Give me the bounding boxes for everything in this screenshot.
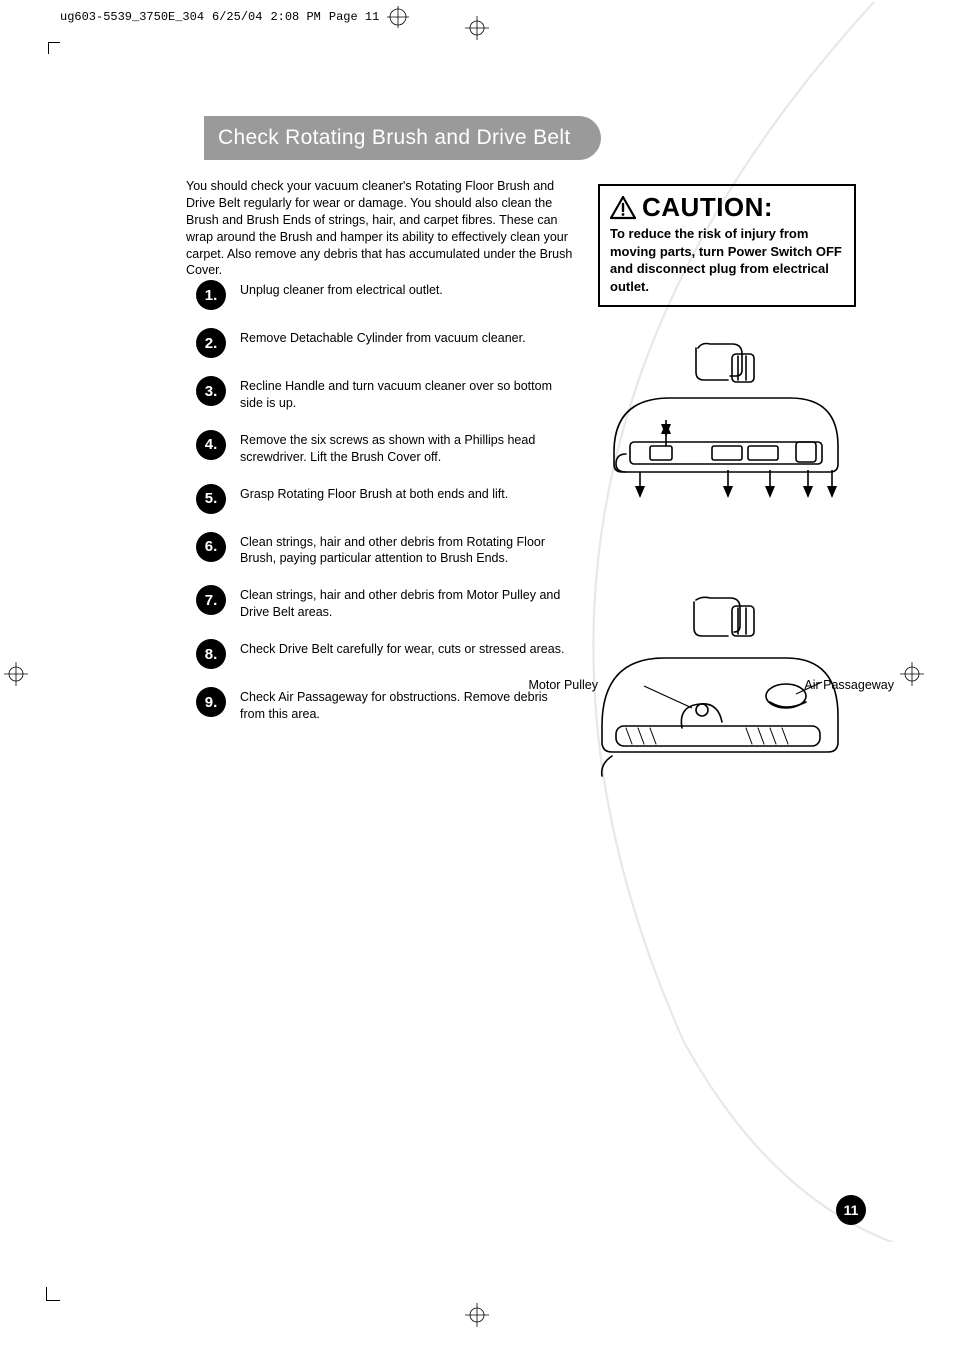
step-number-badge: 6. — [196, 532, 226, 562]
page-content: Check Rotating Brush and Drive Belt You … — [48, 42, 894, 1277]
registration-mark-left-icon — [4, 662, 28, 686]
step-number-badge: 1. — [196, 280, 226, 310]
step-text: Remove Detachable Cylinder from vacuum c… — [240, 328, 526, 347]
step-text: Check Drive Belt carefully for wear, cut… — [240, 639, 564, 658]
step-number-badge: 5. — [196, 484, 226, 514]
step-text: Grasp Rotating Floor Brush at both ends … — [240, 484, 508, 503]
caution-box: CAUTION: To reduce the risk of injury fr… — [598, 184, 856, 307]
page-number-badge: 11 — [836, 1195, 866, 1225]
step-number-badge: 4. — [196, 430, 226, 460]
step-number-badge: 3. — [196, 376, 226, 406]
print-header: ug603-5539_3750E_304 6/25/04 2:08 PM Pag… — [60, 6, 409, 28]
step-text: Clean strings, hair and other debris fro… — [240, 532, 576, 568]
section-title: Check Rotating Brush and Drive Belt — [204, 116, 601, 160]
step-item: 9. Check Air Passageway for obstructions… — [196, 687, 576, 723]
step-item: 8. Check Drive Belt carefully for wear, … — [196, 639, 576, 669]
step-number-badge: 8. — [196, 639, 226, 669]
diagram-label-motor-pulley: Motor Pulley — [529, 678, 598, 692]
step-item: 3. Recline Handle and turn vacuum cleane… — [196, 376, 576, 412]
step-item: 5. Grasp Rotating Floor Brush at both en… — [196, 484, 576, 514]
step-item: 2. Remove Detachable Cylinder from vacuu… — [196, 328, 576, 358]
registration-mark-bottom-icon — [465, 1303, 489, 1327]
trim-mark-bl-icon — [46, 1287, 60, 1301]
caution-title: CAUTION: — [642, 192, 773, 223]
caution-header: CAUTION: — [610, 192, 844, 223]
diagram-screws-icon — [600, 342, 852, 508]
step-number-badge: 2. — [196, 328, 226, 358]
diagram-label-air-passageway: Air Passageway — [804, 678, 894, 692]
step-number-badge: 9. — [196, 687, 226, 717]
warning-triangle-icon — [610, 196, 636, 220]
registration-mark-header-icon — [387, 6, 409, 28]
step-item: 1. Unplug cleaner from electrical outlet… — [196, 280, 576, 310]
registration-mark-right-icon — [900, 662, 924, 686]
steps-list: 1. Unplug cleaner from electrical outlet… — [196, 280, 576, 741]
print-date: 6/25/04 — [212, 10, 262, 24]
print-time: 2:08 PM — [270, 10, 320, 24]
step-text: Unplug cleaner from electrical outlet. — [240, 280, 443, 299]
print-file: ug603-5539_3750E_304 — [60, 10, 204, 24]
step-item: 6. Clean strings, hair and other debris … — [196, 532, 576, 568]
step-number-badge: 7. — [196, 585, 226, 615]
step-text: Check Air Passageway for obstructions. R… — [240, 687, 576, 723]
step-text: Remove the six screws as shown with a Ph… — [240, 430, 576, 466]
step-item: 7. Clean strings, hair and other debris … — [196, 585, 576, 621]
step-item: 4. Remove the six screws as shown with a… — [196, 430, 576, 466]
step-text: Recline Handle and turn vacuum cleaner o… — [240, 376, 576, 412]
registration-mark-top-icon — [465, 16, 489, 40]
intro-paragraph: You should check your vacuum cleaner's R… — [186, 178, 576, 279]
print-page: Page 11 — [329, 10, 379, 24]
caution-body: To reduce the risk of injury from moving… — [610, 225, 844, 295]
step-text: Clean strings, hair and other debris fro… — [240, 585, 576, 621]
